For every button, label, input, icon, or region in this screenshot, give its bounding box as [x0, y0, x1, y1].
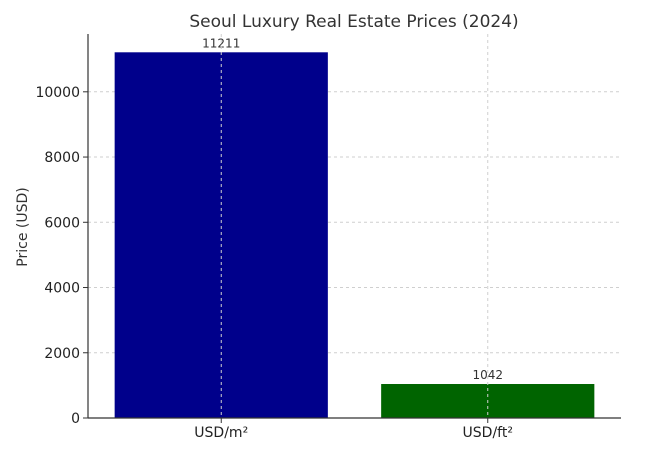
- y-tick-label: 0: [71, 411, 80, 427]
- y-tick-label: 10000: [35, 85, 80, 101]
- y-tick-label: 4000: [44, 281, 80, 297]
- y-tick-label: 6000: [44, 215, 80, 231]
- chart-title: Seoul Luxury Real Estate Prices (2024): [189, 12, 518, 32]
- y-tick-label: 8000: [44, 150, 80, 166]
- x-tick-label: USD/ft²: [463, 425, 513, 441]
- y-axis-label: Price (USD): [15, 187, 31, 266]
- x-tick-label: USD/m²: [194, 425, 248, 441]
- y-tick-label: 2000: [44, 346, 80, 362]
